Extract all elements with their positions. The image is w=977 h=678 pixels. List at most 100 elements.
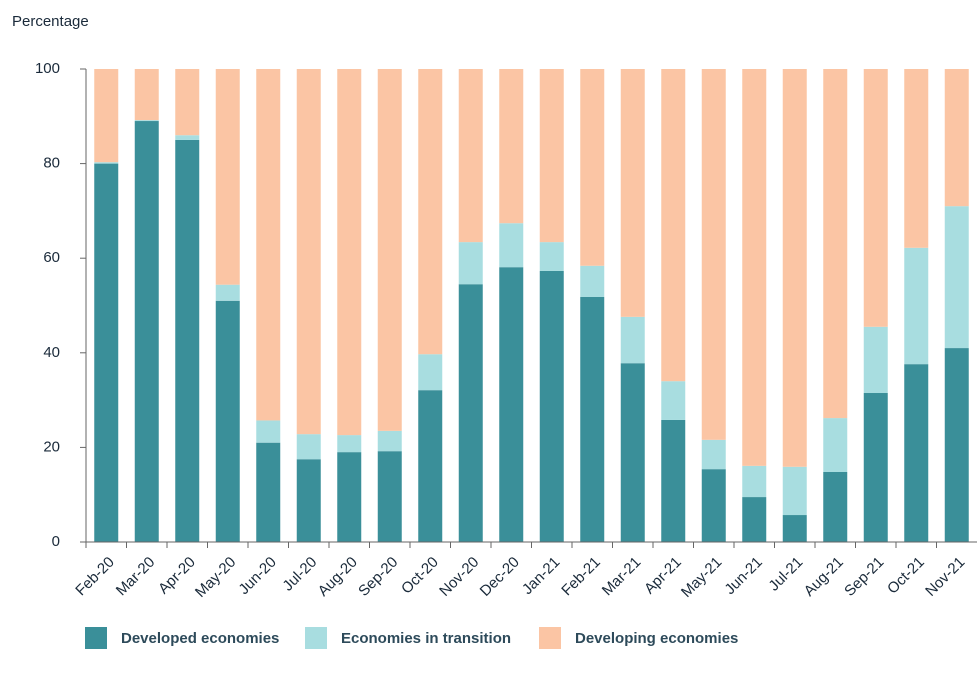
- bar-segment: [256, 442, 281, 542]
- x-tick-label: Aug-20: [315, 554, 361, 600]
- bar-segment: [661, 381, 686, 420]
- bar-segment: [661, 69, 686, 382]
- bar-segment: [823, 69, 848, 419]
- bar-segment: [458, 242, 483, 285]
- x-tick-label: May-20: [192, 554, 239, 601]
- x-tick-label: Mar-21: [599, 554, 645, 600]
- bar-segment: [782, 69, 807, 467]
- y-tick-label: 100: [35, 60, 60, 77]
- bar-segment: [539, 242, 564, 271]
- x-tick-label: Apr-21: [641, 554, 685, 598]
- bar-segment: [944, 69, 969, 207]
- legend-text: Developed economies: [121, 630, 279, 647]
- bar-segment: [742, 497, 767, 542]
- legend-swatch: [539, 627, 561, 649]
- bar-segment: [94, 163, 119, 542]
- bar-segment: [661, 419, 686, 542]
- x-tick-label: Feb-21: [558, 554, 604, 600]
- bar-segment: [418, 69, 443, 355]
- x-tick-label: Jun-20: [235, 554, 279, 598]
- bar-segment: [742, 465, 767, 498]
- bar-segment: [499, 267, 524, 542]
- y-tick-label: 0: [52, 533, 60, 550]
- bar-segment: [863, 393, 888, 542]
- x-tick-label: Sep-21: [841, 554, 887, 600]
- bar-segment: [701, 69, 726, 440]
- x-tick-label: Jan-21: [519, 554, 563, 598]
- bar-segment: [580, 296, 605, 542]
- bar-segment: [458, 69, 483, 243]
- y-tick-label: 60: [43, 249, 60, 266]
- bar-segment: [580, 265, 605, 297]
- bar-segment: [701, 469, 726, 542]
- bar-segment: [215, 69, 240, 285]
- bar-segment: [377, 69, 402, 431]
- bar-segment: [580, 69, 605, 266]
- bar-segment: [215, 284, 240, 301]
- x-tick-label: Oct-21: [884, 554, 928, 598]
- bar-segment: [904, 69, 929, 248]
- bar-segment: [296, 434, 321, 460]
- bar-segment: [944, 206, 969, 349]
- legend-text: Economies in transition: [341, 630, 511, 647]
- bar-segment: [134, 120, 159, 122]
- bar-segment: [620, 69, 645, 317]
- bar-segment: [215, 300, 240, 542]
- y-tick-label: 40: [43, 344, 60, 361]
- x-tick-label: Nov-21: [922, 554, 968, 600]
- bar-segment: [823, 471, 848, 542]
- bar-segment: [418, 390, 443, 542]
- x-tick-label: Oct-20: [398, 554, 442, 598]
- y-tick-label: 80: [43, 155, 60, 172]
- bar-segment: [539, 69, 564, 243]
- x-tick-label: Sep-20: [355, 554, 401, 600]
- bar-segment: [904, 247, 929, 365]
- bar-segment: [175, 135, 200, 140]
- bar-segment: [418, 354, 443, 391]
- bar-segment: [499, 69, 524, 224]
- bar-segment: [944, 348, 969, 542]
- bar-segment: [782, 466, 807, 516]
- x-tick-label: Apr-20: [155, 554, 199, 598]
- bar-segment: [620, 316, 645, 364]
- bar-segment: [701, 439, 726, 470]
- bar-segment: [863, 69, 888, 327]
- bar-segment: [337, 69, 362, 436]
- x-tick-label: May-21: [678, 554, 725, 601]
- bar-segment: [296, 459, 321, 542]
- bar-segment: [134, 69, 159, 121]
- bar-segment: [175, 69, 200, 136]
- x-tick-label: Aug-21: [801, 554, 847, 600]
- bar-segment: [742, 69, 767, 466]
- bar-segment: [904, 364, 929, 542]
- bar-segment: [823, 418, 848, 472]
- bar-segment: [377, 451, 402, 542]
- bar-segment: [94, 162, 119, 164]
- x-tick-label: Nov-20: [436, 554, 482, 600]
- bar-segment: [175, 139, 200, 542]
- bar-segment: [256, 69, 281, 421]
- bar-segment: [458, 284, 483, 542]
- bar-segment: [337, 435, 362, 453]
- legend-swatch: [85, 627, 107, 649]
- bar-segment: [296, 69, 321, 435]
- y-tick-label: 20: [43, 438, 60, 455]
- bar-segment: [620, 363, 645, 542]
- bar-segment: [499, 223, 524, 268]
- bar-segment: [94, 69, 119, 163]
- legend-text: Developing economies: [575, 630, 738, 647]
- x-tick-label: Dec-20: [477, 554, 523, 600]
- bar-segment: [134, 121, 159, 542]
- legend-swatch: [305, 627, 327, 649]
- bar-segment: [256, 420, 281, 443]
- bar-segment: [863, 326, 888, 394]
- bar-segment: [337, 452, 362, 542]
- bar-segment: [377, 430, 402, 452]
- x-tick-label: Jun-21: [721, 554, 765, 598]
- x-tick-label: Feb-20: [72, 554, 118, 600]
- bar-segment: [782, 515, 807, 542]
- x-tick-label: Mar-20: [113, 554, 159, 600]
- bar-segment: [539, 270, 564, 542]
- y-axis-label: Percentage: [12, 13, 89, 30]
